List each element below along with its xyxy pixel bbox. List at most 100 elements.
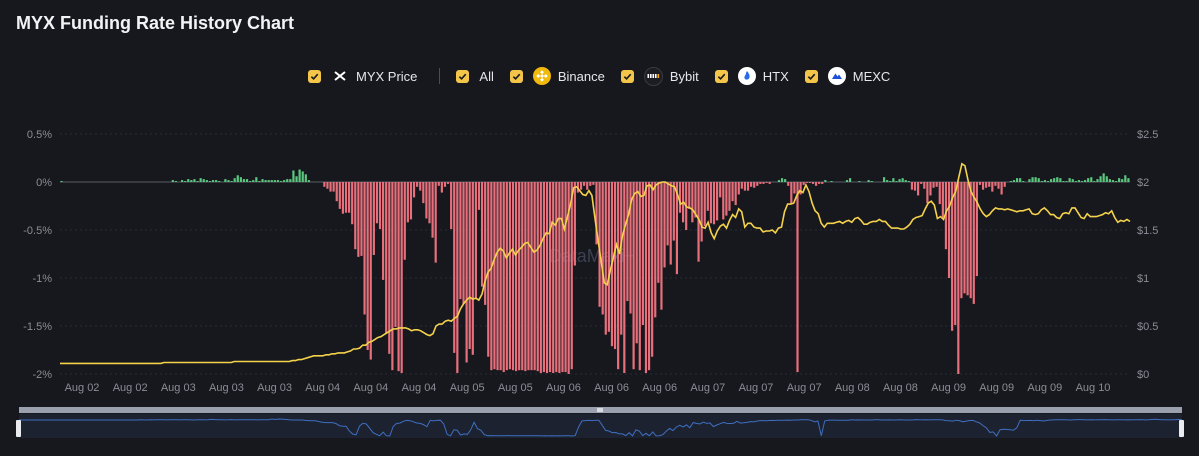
funding-bar	[403, 182, 406, 260]
funding-bar	[1077, 180, 1081, 182]
funding-bar	[348, 182, 351, 213]
funding-bar	[784, 179, 787, 182]
funding-bar	[1118, 178, 1121, 182]
checkbox-checked-icon[interactable]	[620, 69, 634, 83]
navigator-line	[18, 418, 1183, 437]
funding-bar	[1111, 180, 1115, 182]
slider-handle-left[interactable]	[16, 420, 21, 437]
funding-bar	[286, 179, 289, 182]
y-right-tick-label: $0	[1137, 369, 1149, 381]
funding-bar	[453, 182, 456, 353]
funding-bar	[762, 182, 765, 184]
funding-bar	[363, 182, 366, 315]
range-slider[interactable]	[16, 407, 1184, 438]
funding-bar	[518, 182, 521, 371]
funding-bar	[434, 182, 437, 263]
legend-label: MEXC	[852, 68, 891, 84]
funding-bar	[780, 178, 784, 182]
funding-bar	[901, 178, 904, 182]
checkbox-checked-icon[interactable]	[456, 69, 470, 83]
checkbox-checked-icon[interactable]	[714, 69, 728, 83]
slider-handle-right[interactable]	[1179, 420, 1184, 437]
funding-bar	[910, 182, 914, 190]
funding-bar	[508, 182, 512, 370]
funding-bar	[196, 181, 199, 182]
funding-bar	[712, 182, 716, 225]
x-tick-label: Aug 03	[209, 382, 244, 394]
funding-bar	[304, 174, 307, 182]
x-tick-label: Aug 04	[402, 382, 437, 394]
funding-bar	[883, 177, 886, 182]
funding-bar	[279, 181, 283, 182]
legend-item-bybit[interactable]: Bybit	[620, 66, 699, 86]
slider-grip[interactable]	[597, 408, 603, 412]
funding-bar	[372, 182, 375, 255]
funding-bar	[845, 180, 849, 182]
funding-bar	[533, 182, 536, 371]
funding-bar	[743, 182, 747, 191]
funding-bar	[613, 182, 617, 350]
funding-bar	[917, 182, 920, 196]
funding-bar	[954, 182, 957, 326]
funding-bar	[524, 182, 527, 372]
funding-bar	[991, 182, 994, 192]
funding-bar	[697, 182, 700, 262]
x-tick-label: Aug 06	[642, 382, 677, 394]
funding-bar	[276, 180, 280, 182]
funding-bar	[459, 182, 462, 300]
checkbox-checked-icon[interactable]	[509, 69, 523, 83]
funding-bar	[354, 182, 357, 250]
funding-bar	[462, 182, 465, 304]
legend-item-myx-price[interactable]: MYX Price	[308, 67, 417, 85]
funding-bar	[552, 182, 555, 374]
legend-item-all[interactable]: All	[456, 68, 494, 84]
funding-bar	[341, 182, 345, 214]
funding-bar	[465, 182, 468, 363]
watermark: DataMaxi+	[549, 246, 636, 266]
funding-bar	[644, 182, 648, 374]
funding-bar	[997, 182, 1000, 189]
funding-bar	[416, 182, 419, 187]
funding-bar	[230, 181, 233, 182]
funding-bar	[1037, 178, 1040, 182]
legend-item-binance[interactable]: Binance	[509, 67, 605, 85]
checkbox-checked-icon[interactable]	[804, 69, 818, 83]
checkbox-checked-icon[interactable]	[308, 69, 321, 83]
funding-bar	[542, 182, 546, 373]
legend-item-htx[interactable]: HTX	[714, 67, 789, 85]
funding-bar	[1102, 173, 1105, 182]
funding-bar	[985, 182, 988, 188]
x-tick-label: Aug 02	[113, 382, 148, 394]
funding-bar	[301, 171, 304, 182]
funding-bar	[737, 182, 740, 195]
funding-bar	[211, 180, 215, 182]
funding-bar	[1043, 180, 1047, 182]
funding-bar	[787, 182, 790, 186]
legend-item-mexc[interactable]: MEXC	[804, 67, 891, 85]
funding-bar	[375, 182, 379, 224]
funding-bar	[338, 182, 341, 209]
legend-label: All	[479, 68, 494, 84]
funding-bar	[793, 182, 796, 194]
funding-bar	[174, 181, 178, 182]
navigator-window[interactable]	[19, 414, 1182, 438]
funding-bar	[409, 182, 413, 220]
funding-bar	[242, 179, 246, 182]
funding-bar	[966, 182, 969, 296]
funding-bar	[892, 178, 895, 182]
funding-bar	[446, 182, 450, 184]
y-tick-label: -2%	[32, 369, 52, 381]
funding-bar	[607, 182, 610, 332]
funding-bar	[753, 182, 756, 188]
funding-bar	[740, 182, 743, 189]
funding-bar	[1080, 181, 1084, 182]
price-line	[60, 162, 1131, 365]
funding-bar	[1105, 176, 1108, 182]
x-tick-label: Aug 08	[883, 382, 918, 394]
funding-bar	[867, 180, 870, 182]
funding-bar	[555, 182, 558, 373]
funding-bar	[728, 182, 731, 211]
funding-bar	[505, 182, 508, 371]
x-tick-label: Aug 02	[65, 382, 100, 394]
funding-bar	[746, 182, 750, 191]
